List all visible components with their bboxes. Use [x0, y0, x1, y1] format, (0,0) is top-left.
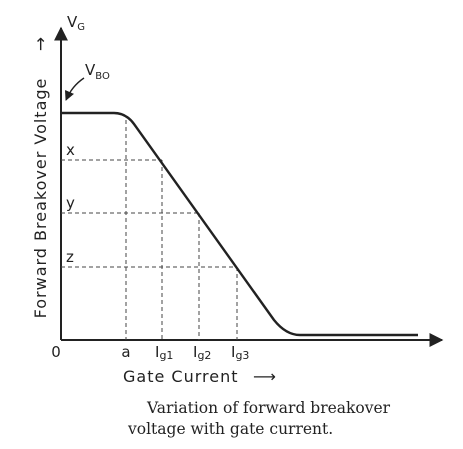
- vbo-label-sub: BO: [95, 71, 110, 82]
- y-axis-top-sub: G: [77, 22, 85, 33]
- figure-caption: Variation of forward breakover voltage w…: [128, 398, 428, 440]
- level-label-y: y: [66, 194, 75, 212]
- y-axis-title-arrow: →: [31, 37, 51, 51]
- y-axis-top-label: VG: [67, 13, 85, 33]
- x-tick-ig1: Ig1: [155, 343, 173, 362]
- vbo-pointer: [64, 77, 85, 101]
- y-axis-title: Forward Breakover Voltage: [31, 78, 50, 319]
- x-tick-ig1-sub: g1: [159, 349, 173, 362]
- guide-lines: [61, 120, 238, 340]
- caption-line-2: voltage with gate current.: [128, 420, 334, 438]
- x-tick-ig3-sub: g3: [235, 349, 249, 362]
- breakover-curve: [61, 111, 418, 337]
- level-label-z: z: [66, 248, 74, 266]
- x-axis-title-arrow: ⟶: [253, 367, 276, 386]
- origin-label: 0: [51, 343, 61, 361]
- x-tick-ig3: Ig3: [231, 343, 249, 362]
- x-tick-ig2: Ig2: [193, 343, 211, 362]
- x-axis-title: Gate Current: [123, 367, 239, 386]
- vbo-label: VBO: [85, 61, 110, 82]
- x-tick-ig2-sub: g2: [197, 349, 211, 362]
- level-label-x: x: [66, 141, 75, 159]
- caption-line-1: Variation of forward breakover: [147, 399, 391, 417]
- x-tick-a: a: [121, 343, 130, 361]
